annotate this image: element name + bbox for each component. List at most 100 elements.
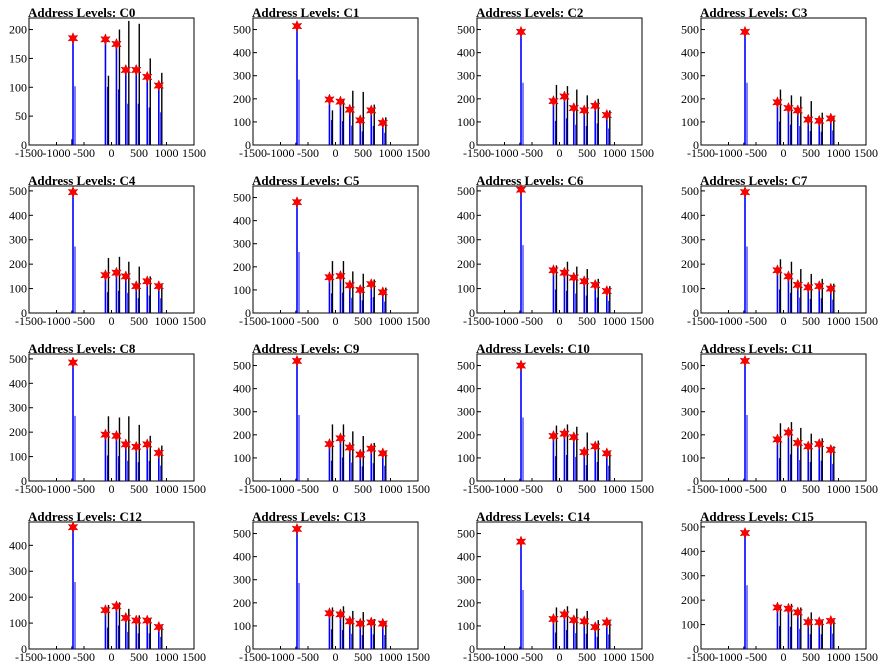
x-tick-label: -1500 [15, 314, 43, 328]
y-tick-label: 100 [457, 619, 475, 633]
x-tick-label: -500 [73, 146, 95, 160]
y-tick-label: 100 [457, 451, 475, 465]
peak-marker [825, 112, 837, 125]
peak-marker [141, 275, 153, 288]
chart-title: Address Levels: C5 [252, 173, 360, 188]
peak-marker [291, 354, 303, 368]
peak-marker [578, 445, 590, 459]
x-tick-label: 1500 [406, 482, 430, 496]
x-tick-label: 1500 [854, 650, 878, 664]
peak-marker [772, 601, 783, 614]
peak-marker [365, 277, 377, 291]
x-tick-label: 0 [333, 650, 339, 664]
chart-title: Address Levels: C7 [700, 173, 808, 188]
y-tick-label: 500 [681, 520, 699, 534]
y-tick-label: 0 [21, 138, 27, 152]
x-tick-label: 500 [578, 650, 596, 664]
x-tick-label: 500 [354, 650, 372, 664]
peak-marker [559, 266, 570, 279]
x-tick-label: -500 [521, 650, 543, 664]
chart-svg: -1500 -1000 -500 0 500 1000 1500 0 100 200 300 400 5… [233, 185, 430, 328]
x-tick-label: 0 [333, 314, 339, 328]
peak-marker [783, 602, 794, 615]
x-tick-label: 0 [557, 314, 563, 328]
y-tick-label: 500 [9, 184, 27, 198]
plot-frame [28, 353, 195, 482]
chart-svg: -1500 -1000 -500 0 500 1000 1500 0 100 200 300 400 5… [681, 520, 878, 664]
plot-frame [28, 185, 195, 314]
peak-marker [377, 116, 389, 130]
peak-marker [365, 104, 377, 117]
y-tick-label: 0 [245, 306, 251, 320]
x-tick-label: -1500 [463, 482, 491, 496]
x-tick-label: 1000 [379, 650, 403, 664]
x-tick-label: 0 [781, 650, 787, 664]
x-tick-label: 1000 [155, 314, 179, 328]
x-tick-label: 1500 [630, 146, 654, 160]
y-tick-label: 300 [233, 237, 251, 251]
x-tick-label: -500 [745, 146, 767, 160]
peak-marker [365, 616, 377, 629]
x-tick-label: -500 [297, 146, 319, 160]
peak-marker [813, 279, 825, 293]
chart-svg: -1500 -1000 -500 0 500 1000 1500 0 100 200 300 400 5… [681, 353, 878, 496]
peak-marker [291, 19, 303, 33]
chart-panel-3: Address Levels: C3 -1500 -1000 -500 0 500 1000… [672, 0, 896, 168]
peak-marker [153, 620, 165, 634]
y-tick-label: 100 [681, 115, 699, 129]
y-tick-label: 400 [457, 550, 475, 564]
x-tick-label: 1000 [155, 482, 179, 496]
peak-marker [589, 620, 601, 634]
peak-marker [825, 443, 837, 457]
plot-frame [700, 185, 867, 314]
x-tick-label: 1000 [827, 650, 851, 664]
x-tick-label: -500 [73, 650, 95, 664]
y-tick-label: 100 [233, 283, 251, 297]
peak-marker [548, 429, 559, 443]
x-tick-label: -500 [521, 146, 543, 160]
x-tick-label: 500 [578, 482, 596, 496]
peak-marker [825, 614, 837, 628]
y-tick-label: 100 [681, 451, 699, 465]
peak-marker [291, 195, 303, 209]
x-tick-label: -1500 [15, 146, 43, 160]
y-tick-label: 500 [681, 184, 699, 198]
chart-panel-5: Address Levels: C5 -1500 -1000 -500 0 500 1000… [224, 168, 448, 336]
y-tick-label: 400 [681, 382, 699, 396]
y-tick-label: 500 [233, 359, 251, 373]
peak-marker [739, 354, 751, 368]
peak-marker [589, 440, 601, 453]
x-tick-label: 500 [802, 146, 820, 160]
chart-title: Address Levels: C2 [476, 5, 584, 20]
chart-panel-11: Address Levels: C11 -1500 -1000 -500 0 500 100… [672, 336, 896, 504]
chart-svg: -1500 -1000 -500 0 500 1000 1500 0 100 200 300 400 5… [681, 184, 878, 328]
peak-marker [141, 70, 153, 84]
peak-marker [324, 93, 335, 106]
peak-marker [568, 271, 580, 284]
x-tick-label: 1000 [603, 314, 627, 328]
peak-marker [130, 440, 142, 453]
x-tick-label: 500 [354, 482, 372, 496]
y-tick-label: 300 [457, 69, 475, 83]
x-tick-label: 500 [130, 482, 148, 496]
chart-panel-1: Address Levels: C1 -1500 -1000 -500 0 500 1000… [224, 0, 448, 168]
peak-marker [67, 32, 79, 45]
x-tick-label: -1000 [43, 314, 71, 328]
x-tick-label: 500 [578, 146, 596, 160]
peak-marker [783, 270, 794, 283]
x-tick-label: 0 [109, 482, 115, 496]
x-tick-label: -500 [521, 482, 543, 496]
x-tick-label: 1000 [155, 146, 179, 160]
y-tick-label: 500 [233, 23, 251, 37]
y-tick-label: 100 [9, 616, 27, 630]
x-tick-label: 1000 [603, 482, 627, 496]
x-tick-label: -1000 [491, 146, 519, 160]
x-tick-label: 1500 [182, 146, 206, 160]
y-tick-label: 0 [469, 474, 475, 488]
x-tick-label: 0 [109, 146, 115, 160]
plot-frame [700, 353, 867, 482]
chart-panel-9: Address Levels: C9 -1500 -1000 -500 0 500 1000… [224, 336, 448, 504]
x-tick-label: 500 [130, 146, 148, 160]
y-tick-label: 0 [21, 306, 27, 320]
peak-marker [324, 607, 335, 620]
